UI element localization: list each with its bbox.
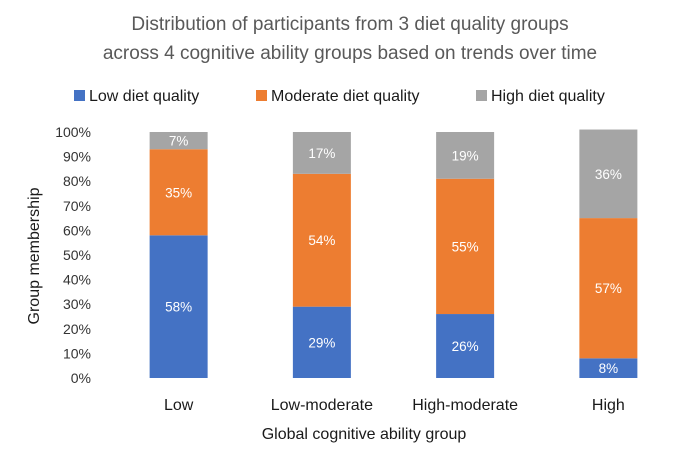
y-tick-label: 50% <box>63 247 91 263</box>
y-tick-label: 60% <box>63 222 91 238</box>
y-axis-label: Group membership <box>26 187 43 324</box>
legend-label: High diet quality <box>491 88 605 105</box>
y-tick-label: 80% <box>63 173 91 189</box>
bar-segment <box>149 149 208 236</box>
chart-title: Distribution of participants from 3 diet… <box>131 14 568 35</box>
bar-segment <box>579 129 638 219</box>
data-label: 26% <box>452 339 479 354</box>
x-tick-label: Low <box>164 397 194 414</box>
data-label: 35% <box>165 185 192 200</box>
data-label: 36% <box>595 167 622 182</box>
chart-subtitle: across 4 cognitive ability groups based … <box>103 43 597 64</box>
x-tick-label: Low-moderate <box>271 397 373 414</box>
legend: Low diet quality Moderate diet quality Hig… <box>74 88 605 105</box>
y-tick-label: 10% <box>63 345 91 361</box>
legend-swatch <box>476 90 487 101</box>
y-tick-label: 100% <box>55 124 91 140</box>
plot-area: 58% 35% 7% 29% 54% 17% 26% 55% 19% 8% 57% 36% <box>149 129 638 378</box>
y-tick-label: 40% <box>63 272 91 288</box>
data-label: 29% <box>308 335 335 350</box>
data-label: 58% <box>165 300 192 315</box>
data-label: 8% <box>599 361 619 376</box>
legend-item: Low diet quality <box>74 88 199 105</box>
bar-segment <box>292 132 351 174</box>
bar-segment <box>149 132 208 150</box>
y-tick-label: 20% <box>63 321 91 337</box>
bar-segment <box>579 218 638 359</box>
data-label: 57% <box>595 281 622 296</box>
bar-segment <box>292 173 351 307</box>
bar-segment <box>436 314 495 378</box>
data-label: 54% <box>308 233 335 248</box>
x-tick-label: High <box>592 397 625 414</box>
x-tick-label: High-moderate <box>412 397 518 414</box>
bar-segment <box>436 178 495 315</box>
y-tick-label: 90% <box>63 149 91 165</box>
legend-label: Moderate diet quality <box>271 88 420 105</box>
bar-segment <box>149 235 208 378</box>
legend-swatch <box>256 90 267 101</box>
bar-segment <box>292 306 351 378</box>
y-axis: 0% 10% 20% 30% 40% 50% 60% 70% 80% 90% 100% <box>55 124 91 386</box>
legend-item: High diet quality <box>476 88 605 105</box>
data-label: 55% <box>452 239 479 254</box>
x-axis-label: Global cognitive ability group <box>262 426 467 443</box>
legend-item: Moderate diet quality <box>256 88 420 105</box>
legend-swatch <box>74 90 85 101</box>
y-tick-label: 0% <box>71 370 91 386</box>
legend-label: Low diet quality <box>89 88 199 105</box>
bar-segment <box>579 358 638 378</box>
data-label: 17% <box>308 146 335 161</box>
y-tick-label: 70% <box>63 198 91 214</box>
data-label: 19% <box>452 148 479 163</box>
data-label: 7% <box>169 134 189 149</box>
x-axis: Low Low-moderate High-moderate High <box>164 397 625 414</box>
bar-segment <box>436 132 495 179</box>
y-tick-label: 30% <box>63 296 91 312</box>
